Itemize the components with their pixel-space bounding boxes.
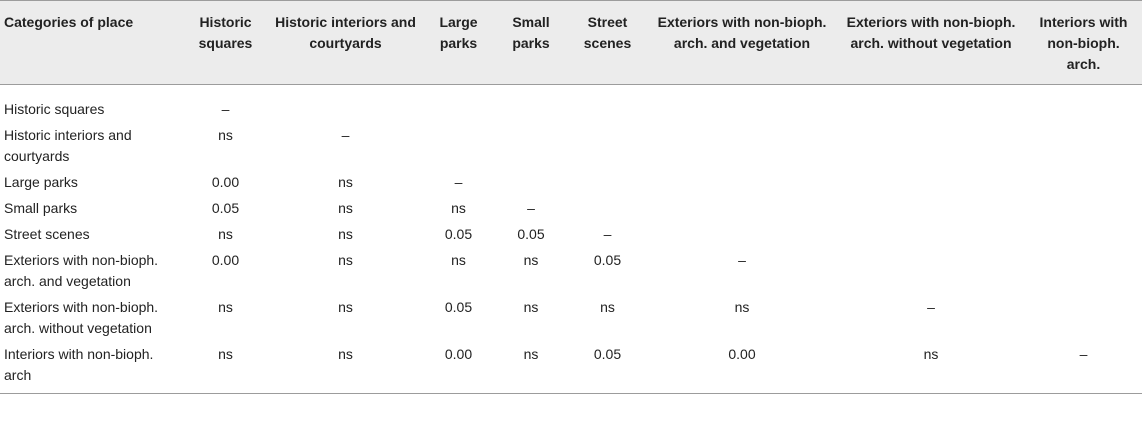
table-cell — [837, 85, 1025, 124]
table-cell — [423, 85, 494, 124]
table-cell: ns — [600, 299, 615, 315]
row-label: Interiors with non-bioph. arch — [0, 342, 183, 394]
column-header: Street scenes — [568, 0, 647, 85]
table-cell — [568, 170, 647, 196]
table-cell: 0.00 — [211, 252, 240, 268]
table-cell: – — [738, 252, 746, 268]
table-cell — [837, 248, 1025, 295]
table-cell — [837, 123, 1025, 170]
row-label: Large parks — [4, 174, 78, 190]
table-body: Historic squares – Historic interiors an… — [0, 85, 1142, 394]
table-cell: – — [1025, 342, 1142, 394]
column-header: Exteriors with non-bioph. arch. and vege… — [647, 0, 837, 85]
table-cell — [837, 170, 1025, 196]
header-row: Categories of place Historic squares His… — [0, 0, 1142, 85]
table-cell — [647, 85, 837, 124]
table-cell: ns — [183, 342, 268, 394]
table-cell: – — [341, 127, 350, 143]
column-header: Historic squares — [183, 0, 268, 85]
table-cell — [568, 196, 647, 222]
table-cell — [568, 85, 647, 124]
table-cell: ns — [338, 252, 353, 268]
table-cell: ns — [338, 174, 353, 190]
table-cell: ns — [734, 299, 750, 315]
table-cell — [647, 196, 837, 222]
row-label: Small parks — [4, 200, 78, 216]
table-cell — [647, 170, 837, 196]
table-cell: ns — [218, 299, 233, 315]
table-cell: ns — [338, 200, 353, 216]
table-cell — [647, 123, 837, 170]
table-cell: ns — [218, 127, 233, 143]
row-label: Historic squares — [4, 101, 105, 117]
table-cell: 0.00 — [647, 342, 837, 394]
table-cell: – — [603, 226, 612, 242]
table-row: Exteriors with non-bioph. arch. and vege… — [0, 248, 1142, 295]
table-cell: ns — [523, 299, 539, 315]
row-label: Street scenes — [4, 226, 90, 242]
table-cell: ns — [338, 299, 353, 315]
table-cell — [1025, 170, 1142, 196]
table-cell: – — [221, 101, 230, 117]
table-cell — [1025, 85, 1142, 124]
table-cell: 0.05 — [593, 252, 622, 268]
row-label: Exteriors with non-bioph. arch. and vege… — [4, 252, 159, 289]
table-cell: – — [527, 200, 535, 216]
table-cell: 0.05 — [211, 200, 240, 216]
table-row: Exteriors with non-bioph. arch. without … — [0, 295, 1142, 342]
table-cell: 0.05 — [444, 299, 473, 315]
table-cell — [568, 123, 647, 170]
table-cell — [268, 85, 423, 124]
table-cell — [1025, 196, 1142, 222]
table-cell — [423, 123, 494, 170]
column-header: Categories of place — [0, 0, 183, 85]
table-cell: 0.05 — [568, 342, 647, 394]
comparison-table: Categories of place Historic squares His… — [0, 0, 1142, 394]
column-header: Large parks — [423, 0, 494, 85]
table-cell — [1025, 248, 1142, 295]
table-cell — [494, 123, 568, 170]
table-cell: ns — [218, 226, 233, 242]
row-label: Exteriors with non-bioph. arch. without … — [4, 299, 159, 336]
table-cell — [837, 222, 1025, 248]
table-cell: ns — [494, 342, 568, 394]
table-cell: – — [927, 299, 935, 315]
table-cell: ns — [523, 252, 539, 268]
table-row: Street scenes ns ns 0.05 0.05 – — [0, 222, 1142, 248]
column-header: Exteriors with non-bioph. arch. without … — [837, 0, 1025, 85]
table-row: Historic interiors and courtyards ns – — [0, 123, 1142, 170]
table-cell: ns — [837, 342, 1025, 394]
table-cell: 0.05 — [517, 226, 545, 242]
table-cell — [494, 170, 568, 196]
table-row: Large parks 0.00 ns – — [0, 170, 1142, 196]
table-cell — [1025, 295, 1142, 342]
table-cell — [1025, 222, 1142, 248]
table-cell: ns — [338, 226, 353, 242]
column-header: Historic interiors and courtyards — [268, 0, 423, 85]
column-header: Small parks — [494, 0, 568, 85]
table-cell — [647, 222, 837, 248]
row-label: Historic interiors and courtyards — [4, 127, 132, 164]
table-row: Small parks 0.05 ns ns – — [0, 196, 1142, 222]
column-header: Interiors with non-bioph. arch. — [1025, 0, 1142, 85]
table-row: Historic squares – — [0, 85, 1142, 124]
table-cell: 0.00 — [423, 342, 494, 394]
table-cell — [494, 85, 568, 124]
table-cell: ns — [268, 342, 423, 394]
table-cell — [1025, 123, 1142, 170]
table-cell: 0.05 — [444, 226, 473, 242]
table-cell — [837, 196, 1025, 222]
table-row: Interiors with non-bioph. arch ns ns 0.0… — [0, 342, 1142, 394]
table-cell: – — [454, 174, 463, 190]
table-header: Categories of place Historic squares His… — [0, 0, 1142, 85]
table-cell: 0.00 — [211, 174, 240, 190]
table-cell: ns — [451, 252, 466, 268]
table-cell: ns — [451, 200, 466, 216]
